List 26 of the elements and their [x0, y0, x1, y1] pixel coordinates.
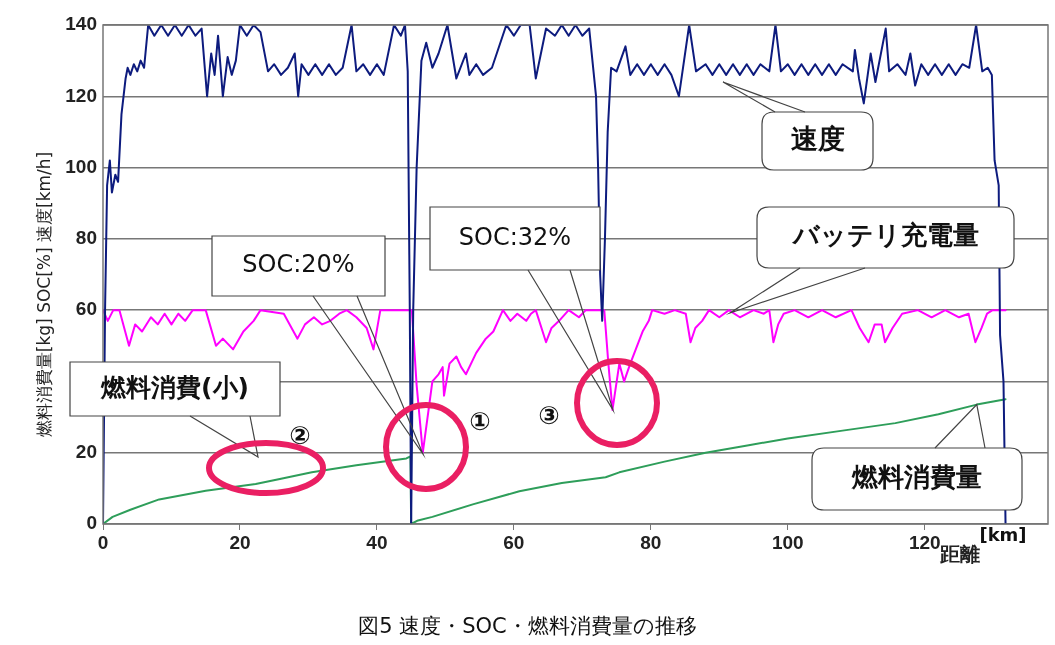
annotation: ③	[538, 400, 560, 430]
x-tick-label: 40	[366, 531, 388, 553]
annotation: [km]	[979, 523, 1027, 545]
annotation: バッテリ充電量	[790, 220, 979, 251]
y-axis-title: 燃料消費量[kg] SOC[%] 速度[km/h]	[34, 151, 55, 438]
annotation: 速度	[790, 123, 845, 155]
text: 図5 速度・SOC・燃料消費量の推移	[357, 613, 698, 640]
y-tick-label: 120	[65, 84, 97, 106]
x-tick-label: 100	[771, 531, 804, 553]
y-tick-label: 80	[75, 227, 97, 249]
annotation: SOC:32%	[458, 222, 572, 251]
x-tick-label: 80	[640, 531, 662, 553]
y-tick-label: 0	[86, 512, 97, 534]
y-tick-label: 20	[75, 440, 97, 462]
annotation: SOC:20%	[242, 250, 355, 279]
x-tick-label: 60	[503, 531, 525, 553]
x-tick-label: 120	[908, 531, 941, 553]
annotation: 燃料消費量	[851, 461, 982, 492]
annotation: ②	[289, 420, 311, 450]
annotation: 燃料消費(小)	[100, 372, 249, 402]
x-tick-label: 20	[229, 531, 251, 553]
annotation: ①	[469, 406, 491, 436]
y-tick-label: 140	[65, 13, 97, 35]
x-axis-title: 距離	[939, 542, 980, 567]
y-tick-label: 60	[75, 298, 97, 320]
y-tick-label: 100	[65, 155, 97, 177]
